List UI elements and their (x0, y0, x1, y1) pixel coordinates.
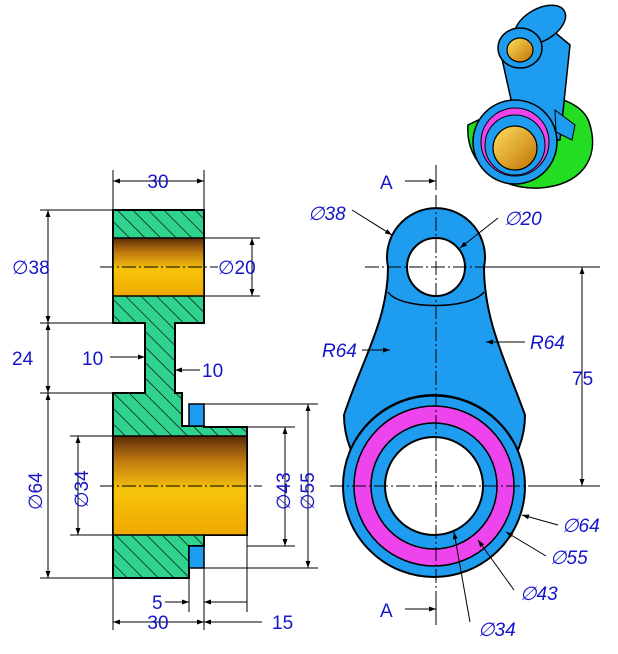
dim-small-bore: ∅20 (218, 258, 256, 279)
front-view: A A 75 ∅38 ∅20 R64 R64 ∅64 ∅55 ∅43 ∅34 (308, 165, 600, 641)
dim-radius-left: R64 (322, 341, 357, 362)
section-view: 30 ∅38 ∅20 24 10 10 ∅64 ∅34 ∅43 ∅55 5 30… (12, 170, 319, 634)
dim-ring-inner: ∅43 (274, 472, 295, 510)
dim-bore-front: ∅34 (478, 620, 516, 641)
section-label-bottom: A (380, 601, 393, 622)
dim-web-right: 10 (202, 361, 223, 382)
dim-offset: 15 (272, 613, 293, 634)
dim-small-bore-front: ∅20 (504, 209, 542, 230)
dim-center-distance: 75 (572, 369, 593, 390)
dim-big-dia: ∅64 (26, 472, 47, 510)
dim-groove: 5 (152, 593, 163, 614)
dim-radius-right: R64 (530, 333, 565, 354)
dim-ring-outer: ∅55 (298, 472, 319, 510)
dim-ring-outer-front: ∅55 (550, 548, 588, 569)
dim-small-outer: ∅38 (308, 204, 346, 225)
isometric-view (467, 4, 594, 189)
dim-top-width: 30 (147, 172, 168, 193)
dim-big-outer: ∅64 (562, 516, 600, 537)
dim-gap: 24 (12, 349, 34, 370)
dim-web-left: 10 (82, 349, 103, 370)
dim-small-dia: ∅38 (12, 258, 50, 279)
dim-ring-inner-front: ∅43 (520, 584, 558, 605)
section-label-top: A (380, 173, 393, 194)
dim-big-bore: ∅34 (72, 470, 93, 508)
dim-bottom-width: 30 (147, 613, 168, 634)
